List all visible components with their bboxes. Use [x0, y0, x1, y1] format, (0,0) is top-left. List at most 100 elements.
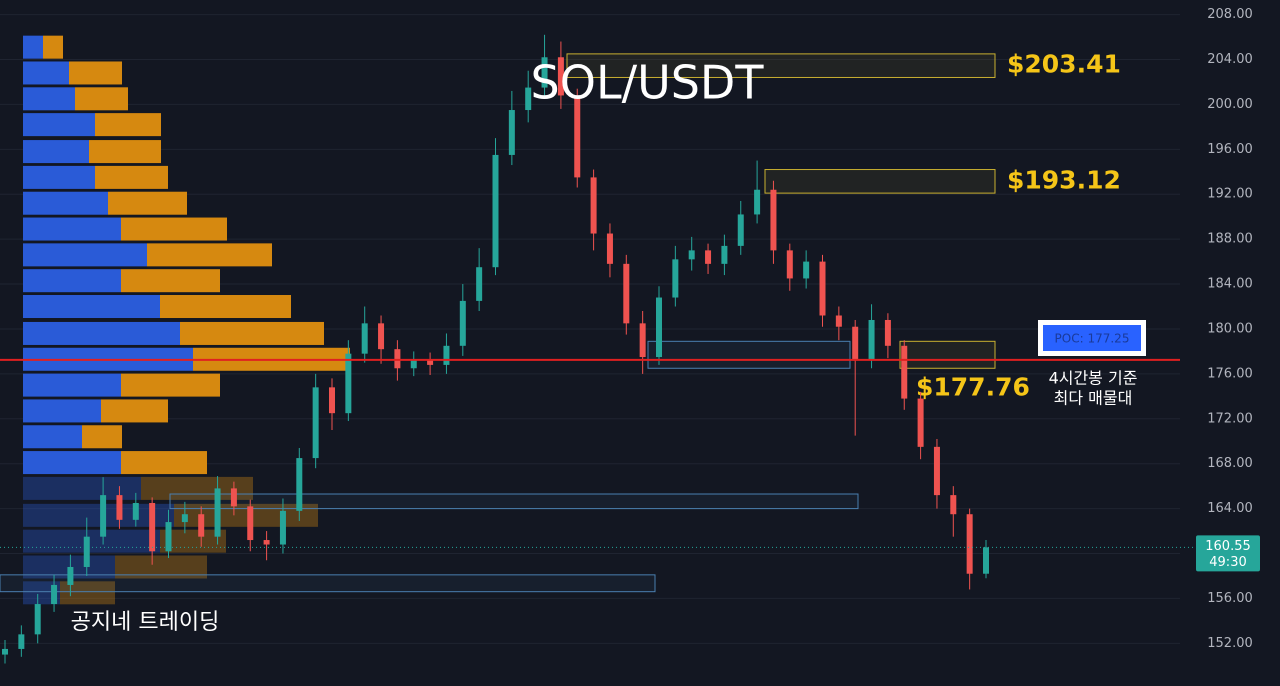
- candle-body: [721, 245, 728, 264]
- price-tag: [1196, 535, 1260, 572]
- candle-body: [230, 488, 237, 507]
- candle-body: [296, 458, 303, 511]
- candle-body: [525, 87, 532, 111]
- profile-buy: [23, 399, 101, 423]
- candle-body: [705, 250, 712, 264]
- profile-sell: [69, 61, 122, 85]
- profile-buy: [23, 140, 89, 164]
- profile-sell: [121, 217, 227, 241]
- candle-body: [656, 297, 662, 358]
- volume-profile: [23, 35, 350, 605]
- price-tag-countdown: 49:30: [1209, 555, 1246, 570]
- zone-label: $177.76: [916, 372, 1030, 401]
- y-tick-label: 208.00: [1207, 7, 1253, 22]
- poc-label: POC: 177.25: [1055, 332, 1130, 346]
- candle-body: [51, 584, 58, 605]
- candle-body: [181, 514, 188, 523]
- candle-body: [574, 95, 581, 178]
- candle-body: [884, 319, 891, 346]
- candle-body: [917, 398, 924, 447]
- zone: [647, 340, 851, 369]
- profile-buy: [23, 321, 180, 345]
- candle-body: [901, 345, 908, 399]
- profile-buy: [23, 581, 60, 605]
- y-tick-label: 200.00: [1207, 97, 1253, 112]
- y-tick-label: 164.00: [1207, 501, 1253, 516]
- candle-body: [966, 514, 973, 574]
- candle-body: [737, 214, 744, 246]
- profile-buy: [23, 476, 141, 500]
- candle-body: [819, 261, 826, 316]
- profile-buy: [23, 425, 82, 449]
- profile-buy: [23, 373, 121, 397]
- candle-body: [541, 57, 548, 88]
- y-tick-label: 172.00: [1207, 411, 1253, 426]
- candle-body: [950, 495, 957, 515]
- y-tick-label: 152.00: [1207, 636, 1253, 651]
- candle-body: [312, 387, 319, 459]
- zone: [169, 493, 859, 510]
- profile-sell: [101, 399, 168, 423]
- candle-body: [459, 300, 466, 346]
- zone: [764, 169, 996, 194]
- candle-body: [754, 189, 761, 215]
- chart-title: SOL/USDT: [531, 56, 765, 110]
- profile-buy: [23, 529, 160, 553]
- zone: [0, 574, 656, 593]
- y-tick-label: 156.00: [1207, 591, 1253, 606]
- candle-body: [868, 319, 875, 361]
- candle-body: [508, 110, 515, 155]
- profile-sell: [95, 165, 168, 189]
- candle-body: [476, 267, 483, 301]
- candle-body: [852, 326, 859, 361]
- y-tick-label: 180.00: [1207, 321, 1253, 336]
- profile-sell: [95, 113, 161, 137]
- candle-body: [247, 506, 254, 541]
- profile-sell: [89, 140, 161, 164]
- candle-body: [410, 360, 417, 369]
- candles: [2, 34, 989, 664]
- zone: [566, 53, 996, 78]
- candle-body: [361, 323, 368, 354]
- profile-buy: [23, 243, 147, 267]
- candle-body: [394, 349, 401, 369]
- candle-body: [100, 495, 107, 537]
- poc-note: 4시간봉 기준: [1049, 369, 1138, 388]
- candle-body: [345, 353, 352, 414]
- profile-sell: [82, 425, 122, 449]
- y-tick-label: 188.00: [1207, 232, 1253, 247]
- candle-body: [427, 360, 434, 365]
- profile-sell: [60, 581, 115, 605]
- candle-body: [132, 502, 139, 520]
- candle-body: [443, 345, 450, 365]
- profile-sell: [121, 373, 220, 397]
- profile-sell: [180, 321, 324, 345]
- candle-body: [803, 261, 810, 279]
- profile-buy: [23, 165, 95, 189]
- profile-sell: [75, 87, 128, 111]
- candle-body: [83, 536, 90, 567]
- y-tick-label: 176.00: [1207, 366, 1253, 381]
- watermark: 공지네 트레이딩: [71, 610, 220, 635]
- profile-buy: [23, 61, 69, 85]
- candle-body: [214, 488, 221, 537]
- profile-sell: [121, 269, 220, 293]
- profile-buy: [23, 451, 121, 475]
- candle-body: [34, 604, 41, 635]
- profile-buy: [23, 295, 160, 319]
- profile-sell: [108, 191, 187, 215]
- poc-note: 최다 매물대: [1054, 389, 1133, 408]
- zone: [899, 340, 996, 369]
- y-tick-label: 196.00: [1207, 142, 1253, 157]
- profile-sell: [160, 295, 291, 319]
- profile-sell: [147, 243, 272, 267]
- candle-body: [198, 514, 205, 537]
- candle-body: [2, 648, 8, 655]
- candle-body: [606, 233, 613, 264]
- candle-body: [67, 566, 74, 585]
- candle-body: [329, 387, 335, 414]
- price-tag-value: 160.55: [1205, 539, 1251, 554]
- y-tick-label: 192.00: [1207, 187, 1253, 202]
